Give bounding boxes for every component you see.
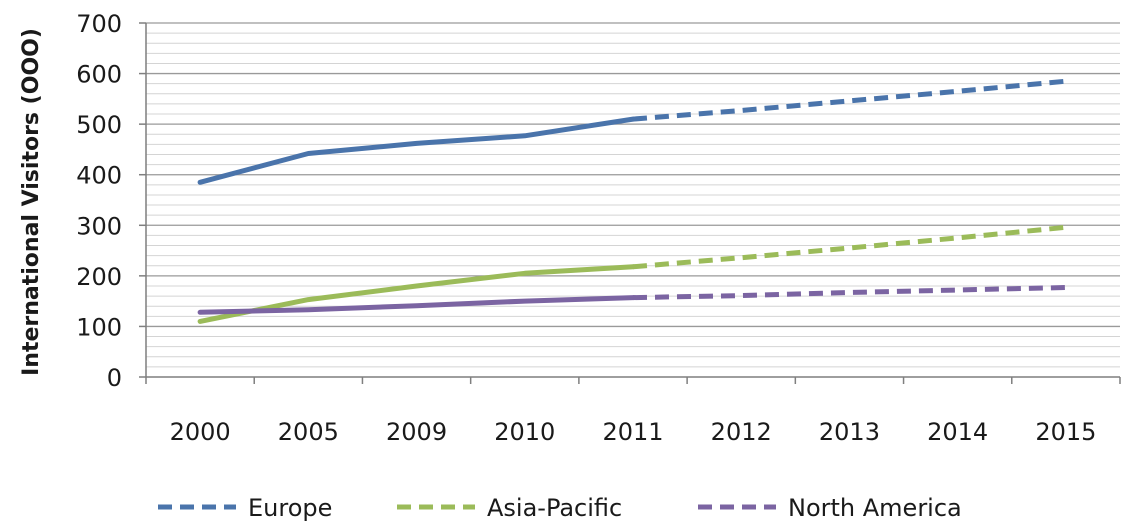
series-line-forecast xyxy=(632,78,1067,122)
x-tick-label: 2010 xyxy=(494,418,555,446)
x-tick-label: 2015 xyxy=(1035,418,1096,446)
y-tick-label: 700 xyxy=(76,10,122,38)
legend-label: Asia-Pacific xyxy=(487,494,622,522)
y-tick-label: 100 xyxy=(76,313,122,341)
gridlines xyxy=(146,22,1120,368)
axes xyxy=(139,22,1121,384)
y-tick-label: 0 xyxy=(107,364,122,392)
y-axis-title: International Visitors (OOO) xyxy=(19,28,44,376)
y-tick-label: 500 xyxy=(76,111,122,139)
series-line-actual xyxy=(197,264,636,324)
x-tick-label: 2009 xyxy=(386,418,447,446)
series-line-forecast xyxy=(632,285,1066,301)
x-tick-label: 2011 xyxy=(602,418,663,446)
y-tick-label: 200 xyxy=(76,263,122,291)
series-line-actual xyxy=(197,116,636,185)
x-tick-label: 2000 xyxy=(170,418,231,446)
x-tick-label: 2012 xyxy=(711,418,772,446)
x-tick-label: 2013 xyxy=(819,418,880,446)
y-tick-labels: 0 100 200 300 400 500 600 700 xyxy=(76,10,122,392)
legend-label: Europe xyxy=(248,494,332,522)
y-tick-label: 600 xyxy=(76,61,122,89)
series-lines xyxy=(197,78,1067,324)
y-tick-label: 400 xyxy=(76,162,122,190)
x-tick-label: 2005 xyxy=(278,418,339,446)
legend: Europe Asia-Pacific North America xyxy=(158,494,962,522)
legend-label: North America xyxy=(788,494,962,522)
x-tick-label: 2014 xyxy=(927,418,988,446)
y-tick-label: 300 xyxy=(76,212,122,240)
series-line-forecast xyxy=(632,224,1067,270)
x-tick-labels: 2000 2005 2009 2010 2011 2012 2013 2014 2015 xyxy=(170,418,1097,446)
series-line-actual xyxy=(197,295,636,315)
